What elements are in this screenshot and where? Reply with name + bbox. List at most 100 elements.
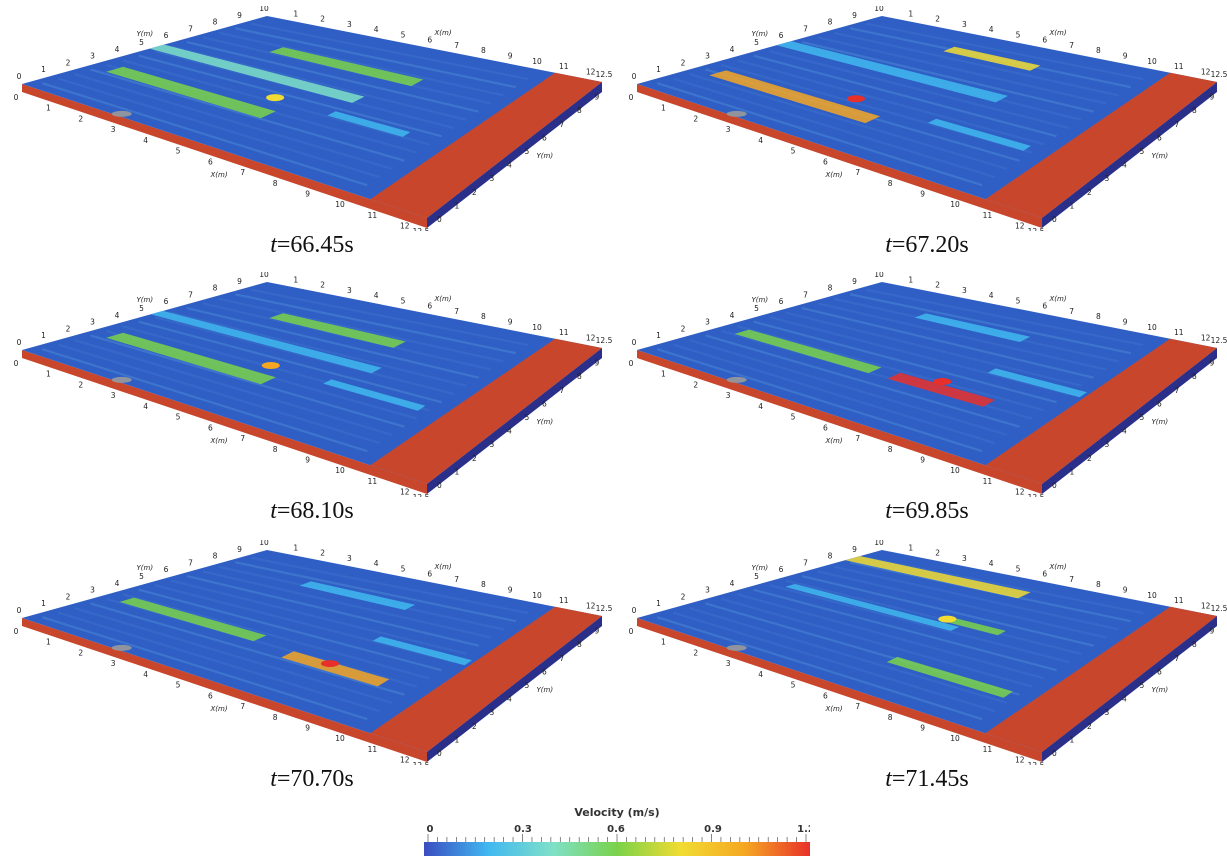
x-tick-label: 11	[1174, 596, 1184, 605]
x-tick-label: 10	[1147, 323, 1157, 332]
velocity-streak	[734, 329, 882, 374]
x-tick-label: 9	[305, 189, 310, 198]
flow-texture-band	[202, 570, 492, 639]
channel-side-wall	[427, 82, 602, 228]
y-tick-label: 8	[213, 552, 218, 561]
y-tick-label: 6	[1157, 133, 1162, 142]
y-tick-label: 3	[90, 586, 95, 595]
y-tick-label: 3	[490, 174, 495, 183]
velocity-streak	[327, 111, 411, 137]
x-tick-label: 12	[1201, 333, 1211, 342]
x-tick-label: 4	[989, 291, 994, 300]
channel-side-wall	[427, 348, 602, 494]
y-tick-label: 10	[874, 6, 884, 13]
y-tick-label: 5	[525, 681, 530, 690]
flow-texture-band	[656, 616, 983, 721]
channel-side-wall	[1042, 616, 1217, 762]
x-tick-label: 10	[950, 734, 960, 743]
velocity-field-plot: 012345678910111212.512345678910111212.50…	[629, 6, 1227, 231]
velocity-streak	[149, 44, 365, 103]
y-tick-label: 8	[828, 18, 833, 27]
y-tick-label: 9	[237, 11, 242, 20]
y-tick-label: 7	[803, 24, 808, 33]
flow-texture-band	[90, 602, 405, 696]
x-tick-label: 12	[1201, 601, 1211, 610]
flow-texture-band	[186, 306, 479, 379]
y-tick-label: 5	[525, 413, 530, 422]
x-tick-label: 6	[823, 157, 828, 166]
y-tick-label: 8	[213, 18, 218, 27]
x-axis-label: X(m)	[1049, 29, 1067, 37]
y-axis-label: Y(m)	[537, 418, 554, 426]
y-tick-label: 1	[656, 599, 661, 608]
y-tick-label: 8	[1192, 372, 1197, 381]
y-tick-label: 2	[681, 58, 686, 67]
x-tick-label: 1	[293, 275, 298, 284]
x-tick-label: 12	[400, 222, 410, 231]
y-tick-label: 9	[1210, 359, 1215, 368]
velocity-streak	[269, 313, 406, 348]
velocity-hotspot	[846, 95, 865, 103]
x-tick-label: 8	[1096, 580, 1101, 589]
flow-texture-band	[90, 68, 405, 162]
x-tick-label: 1	[46, 104, 51, 113]
x-tick-label: 6	[427, 302, 432, 311]
y-axis-label: Y(m)	[137, 564, 154, 572]
x-tick-label: 3	[347, 286, 352, 295]
x-tick-label: 7	[454, 307, 459, 316]
snapshot-panel-2: 012345678910111212.512345678910111212.50…	[627, 6, 1227, 281]
y-tick-label: 5	[139, 304, 144, 313]
y-tick-label: 4	[507, 161, 512, 170]
velocity-streak	[776, 41, 1008, 103]
x-tick-label: 9	[1123, 52, 1128, 61]
flow-texture-band	[234, 561, 517, 623]
x-tick-label: 2	[78, 114, 83, 123]
flow-texture-band	[753, 588, 1057, 672]
y-tick-label: 6	[542, 133, 547, 142]
time-caption: t=69.85s	[885, 498, 969, 524]
y-tick-label: 4	[730, 311, 735, 320]
y-tick-label: 9	[595, 627, 600, 636]
x-tick-label: 12.5	[413, 227, 430, 231]
x-tick-label: 2	[693, 380, 698, 389]
y-tick-label: 7	[1175, 386, 1180, 395]
velocity-streak	[106, 66, 276, 119]
y-tick-label: 2	[472, 454, 477, 463]
channel-front-wall	[22, 350, 427, 494]
velocity-hotspot	[261, 362, 280, 370]
y-tick-label: 3	[705, 52, 710, 61]
channel-side-wall	[1042, 82, 1217, 228]
x-tick-label: 12.5	[1211, 604, 1227, 613]
y-tick-label: 10	[259, 540, 269, 547]
x-axis-label: X(m)	[825, 437, 843, 445]
x-tick-label: 12.5	[1211, 70, 1227, 79]
velocity-field-plot: 012345678910111212.512345678910111212.50…	[629, 272, 1227, 497]
flow-texture-band	[170, 45, 467, 121]
x-tick-label: 6	[427, 36, 432, 45]
x-tick-label: 8	[888, 713, 893, 722]
x-axis-label: X(m)	[210, 705, 228, 713]
absorbing-zone	[985, 72, 1217, 218]
x-tick-label: 3	[111, 125, 116, 134]
flow-texture-band	[656, 348, 983, 453]
y-axis-label: Y(m)	[752, 296, 769, 304]
x-tick-label: 7	[855, 168, 860, 177]
y-tick-label: 1	[455, 735, 460, 744]
x-tick-label: 2	[320, 15, 325, 24]
x-tick-label: 6	[823, 423, 828, 432]
x-tick-label: 4	[374, 25, 379, 34]
x-tick-label: 12	[400, 488, 410, 497]
flow-texture-band	[74, 339, 393, 436]
x-axis-label: X(m)	[210, 171, 228, 179]
flow-texture-band	[705, 334, 1020, 428]
velocity-streak	[281, 651, 390, 687]
x-tick-label: 12.5	[596, 336, 612, 345]
flow-texture-band	[753, 54, 1057, 138]
y-tick-label: 7	[1175, 654, 1180, 663]
x-tick-label: 6	[1042, 36, 1047, 45]
y-tick-label: 6	[779, 565, 784, 574]
absorbing-zone	[370, 606, 602, 752]
y-tick-label: 7	[1175, 120, 1180, 129]
snapshot-panel-6: 012345678910111212.512345678910111212.50…	[627, 540, 1227, 815]
flow-texture-band	[753, 320, 1057, 404]
